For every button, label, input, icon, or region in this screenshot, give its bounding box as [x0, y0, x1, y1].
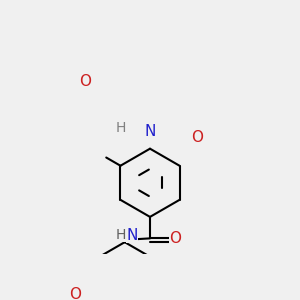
Text: N: N — [144, 124, 156, 139]
Text: O: O — [169, 231, 181, 246]
Text: O: O — [80, 74, 92, 89]
Text: H: H — [116, 228, 126, 242]
Text: O: O — [69, 287, 81, 300]
Text: N: N — [127, 228, 138, 243]
Text: O: O — [191, 130, 203, 145]
Text: H: H — [116, 122, 126, 136]
